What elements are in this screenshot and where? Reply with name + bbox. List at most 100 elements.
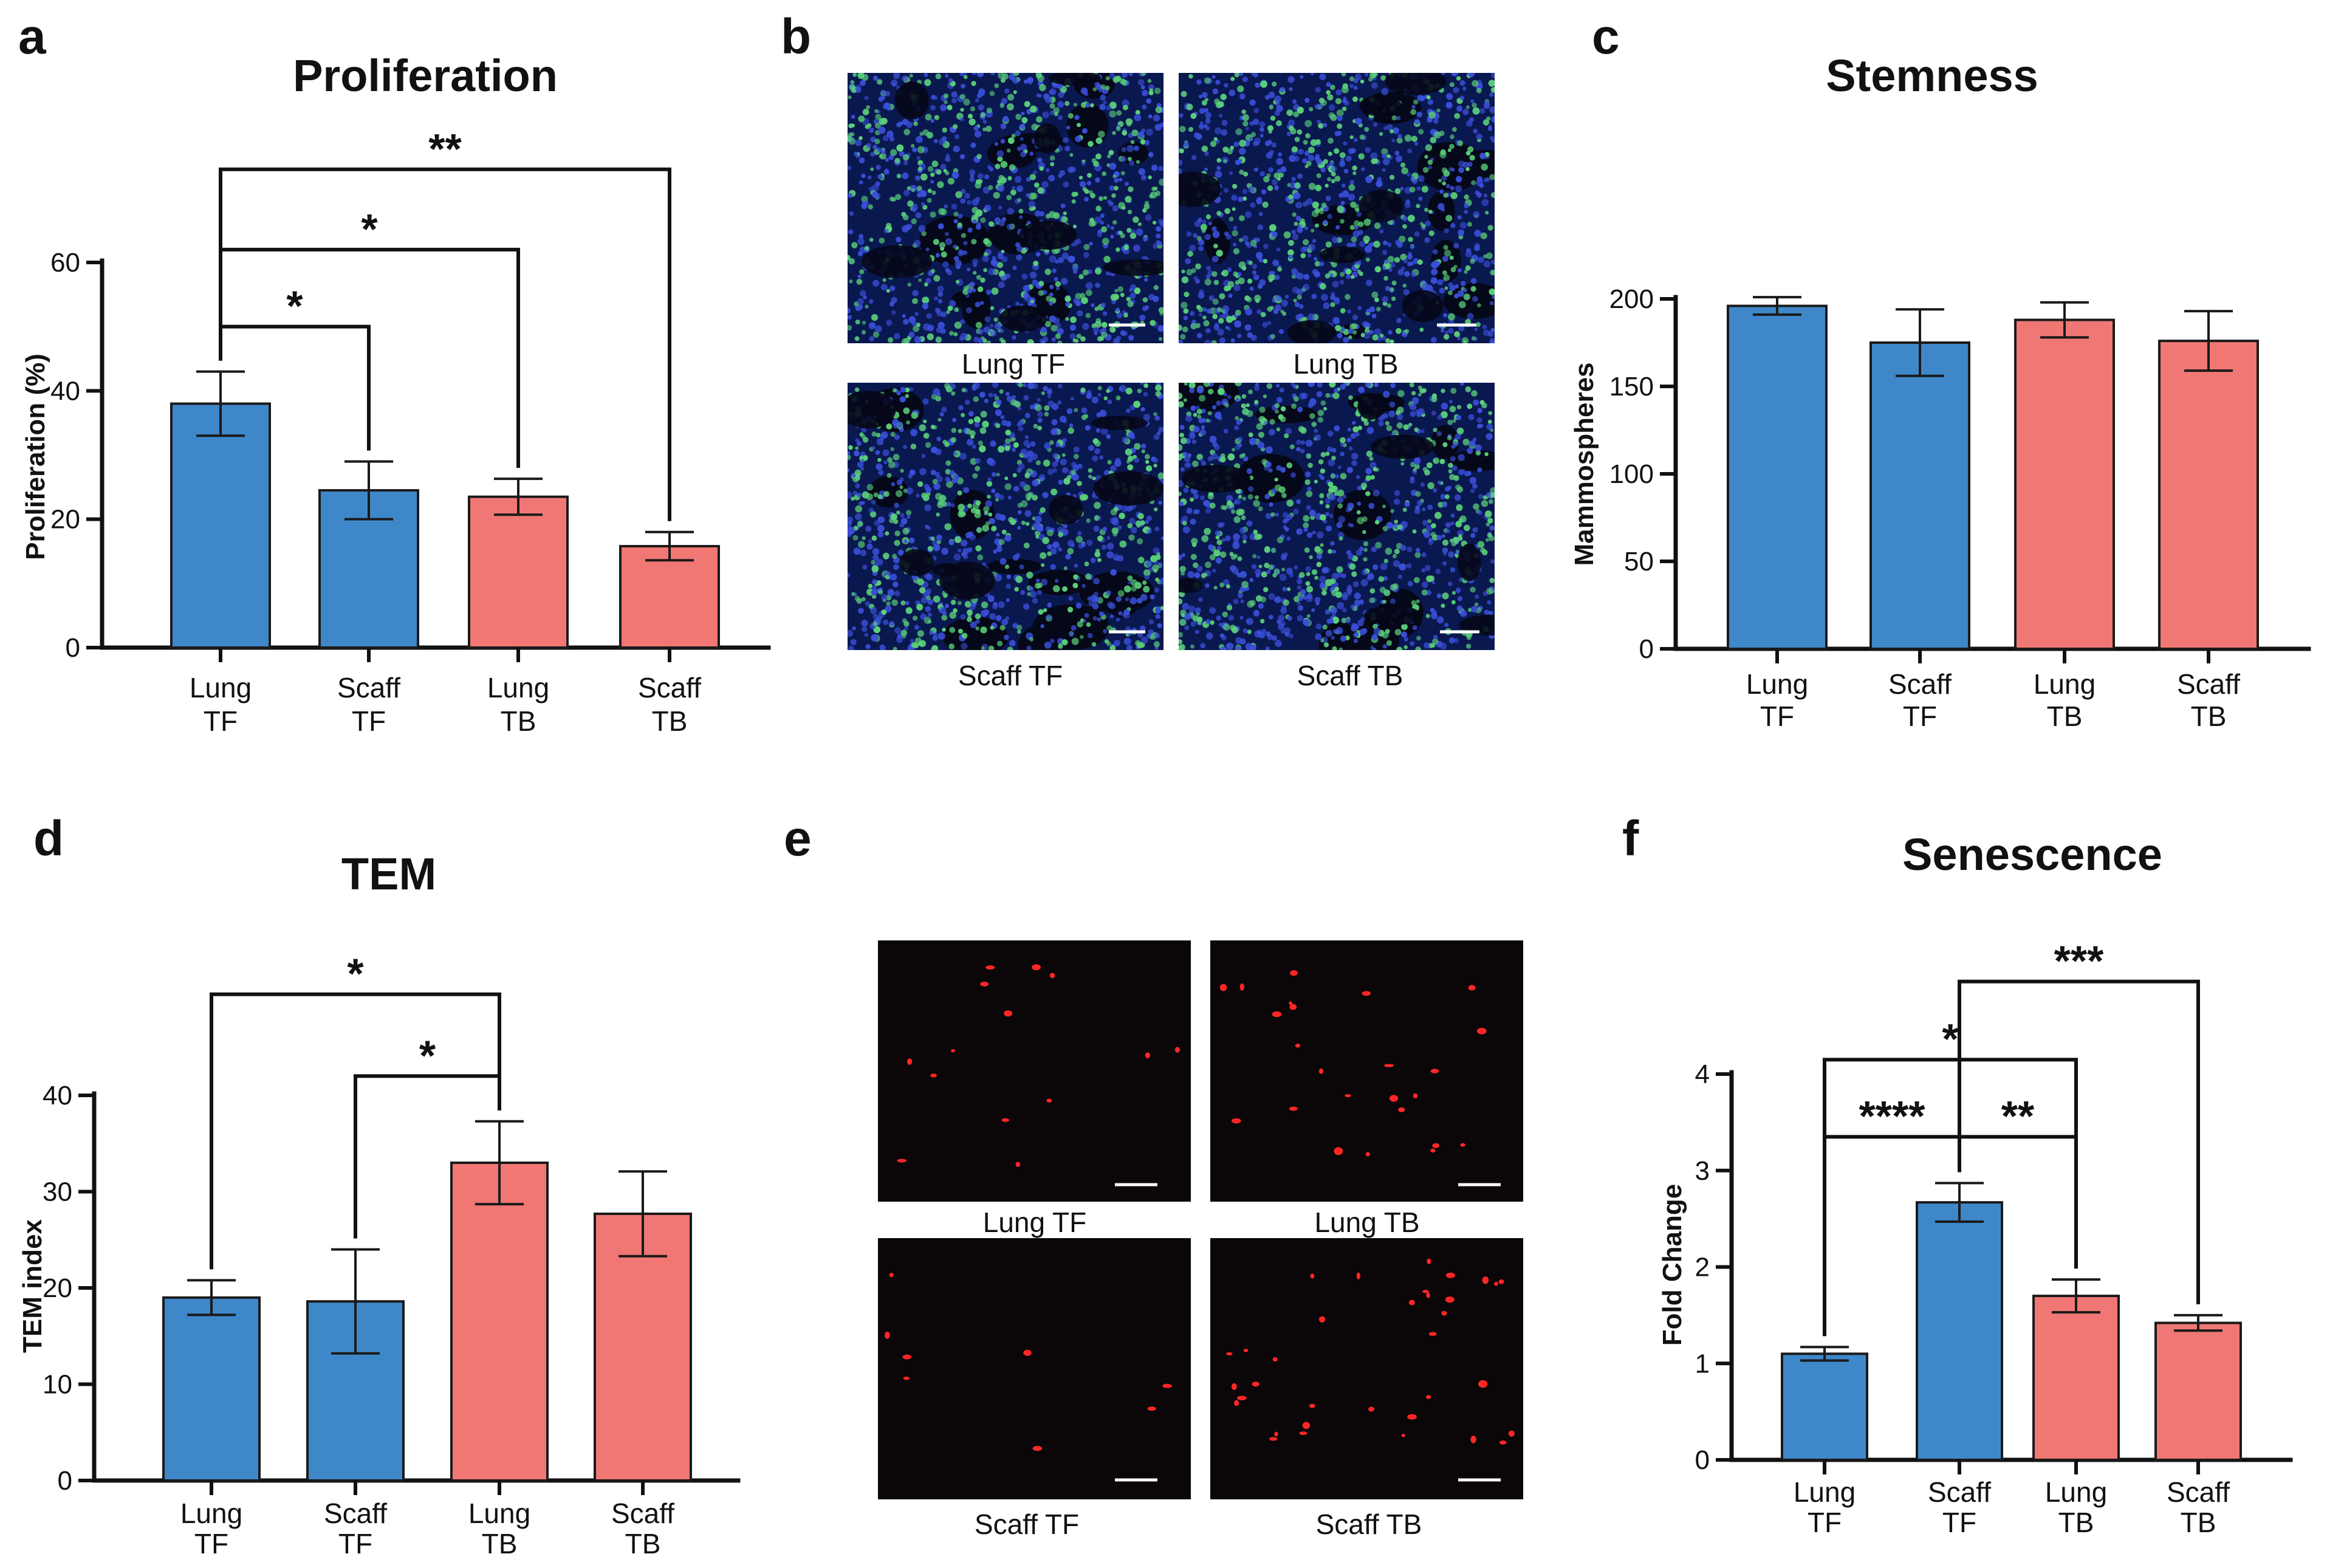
cell-dot — [1037, 157, 1043, 163]
cell-dot — [1272, 231, 1278, 238]
cell-dot — [1092, 616, 1097, 621]
cell-dot — [1018, 419, 1024, 426]
cell-dot — [1129, 160, 1135, 166]
cell-dot — [1293, 508, 1299, 515]
cell-dot — [878, 470, 884, 476]
cell-dot — [1436, 108, 1441, 112]
cell-dot — [1280, 416, 1286, 422]
cell-dot — [1252, 554, 1257, 559]
cell-dot — [1338, 532, 1345, 538]
cell-dot — [1299, 392, 1306, 400]
cell-dot — [1476, 322, 1481, 327]
cell-dot — [970, 142, 976, 148]
cell-dot — [1088, 600, 1095, 607]
cell-dot — [1072, 473, 1079, 481]
cell-dot — [1410, 478, 1415, 484]
cell-dot — [1253, 610, 1259, 617]
cell-dot — [1042, 336, 1049, 343]
cell-dot — [1142, 89, 1148, 97]
cell-dot — [1434, 512, 1442, 519]
void-region — [919, 215, 990, 265]
cell-dot — [911, 642, 917, 648]
cell-dot — [1044, 442, 1051, 450]
cell-dot — [957, 222, 962, 228]
cell-dot — [903, 539, 908, 544]
cell-layer — [848, 73, 1164, 343]
cell-dot — [1338, 193, 1344, 198]
cell-dot — [872, 75, 879, 81]
cell-dot — [944, 603, 950, 609]
cell-dot — [917, 630, 924, 637]
cell-dot — [973, 271, 977, 275]
cell-dot — [1297, 295, 1302, 300]
cell-dot — [1332, 646, 1337, 650]
cell-dot — [1235, 128, 1242, 135]
cell-dot — [927, 188, 932, 193]
cell-dot — [1195, 405, 1200, 410]
cell-dot — [1142, 104, 1147, 110]
cell-dot — [1072, 265, 1079, 272]
cell-dot — [1183, 308, 1189, 314]
cell-dot — [1127, 523, 1133, 529]
cell-dot — [1369, 456, 1374, 461]
cell-dot — [996, 533, 1000, 537]
cell-dot — [1095, 428, 1101, 433]
cell-dot — [1130, 140, 1135, 144]
cell-dot — [988, 645, 995, 650]
cell-dot — [972, 385, 977, 391]
cell-dot — [1191, 538, 1198, 545]
x-tick-label: TB — [2047, 700, 2083, 732]
red-cell — [1407, 1414, 1417, 1420]
cell-dot — [927, 612, 932, 617]
cell-dot — [1227, 453, 1235, 461]
cell-dot — [1212, 441, 1218, 447]
cell-dot — [1357, 425, 1363, 431]
cell-dot — [1378, 576, 1385, 582]
cell-dot — [1331, 448, 1337, 453]
cell-dot — [989, 613, 996, 620]
cell-dot — [1257, 442, 1264, 449]
cell-dot — [1347, 428, 1352, 432]
cell-dot — [1012, 77, 1019, 84]
cell-dot — [1012, 73, 1020, 77]
cell-dot — [855, 446, 859, 450]
panel-letter-a: a — [18, 9, 47, 64]
cell-dot — [992, 383, 999, 388]
cell-dot — [908, 331, 915, 338]
cell-dot — [1194, 278, 1201, 284]
cell-dot — [858, 541, 865, 549]
cell-dot — [1086, 518, 1091, 523]
cell-dot — [1413, 99, 1419, 105]
cell-dot — [1272, 259, 1280, 267]
cell-dot — [1187, 250, 1193, 257]
cell-dot — [1442, 547, 1448, 553]
cell-dot — [877, 174, 883, 179]
cell-dot — [1320, 514, 1326, 521]
cell-dot — [886, 289, 890, 293]
cell-dot — [1240, 599, 1244, 603]
cell-dot — [1417, 175, 1425, 182]
cell-dot — [1154, 587, 1160, 593]
cell-dot — [1097, 558, 1102, 563]
cell-dot — [1161, 536, 1164, 541]
y-tick-label: 2 — [1695, 1253, 1710, 1282]
chart-panel-a: a Proliferation Proliferation (%) 020406… — [18, 9, 771, 737]
cell-dot — [1116, 312, 1123, 319]
cell-dot — [1146, 560, 1153, 567]
cell-dot — [1070, 316, 1077, 323]
cell-dot — [1402, 283, 1407, 288]
cell-dot — [1156, 233, 1161, 239]
red-cell — [1232, 1118, 1241, 1124]
cell-dot — [1449, 255, 1454, 260]
cell-dot — [1243, 171, 1249, 177]
void-region — [1357, 392, 1385, 420]
cell-dot — [1184, 292, 1190, 298]
cell-dot — [1359, 599, 1364, 605]
cell-dot — [1304, 226, 1309, 231]
cell-dot — [1179, 113, 1184, 118]
cell-dot — [1125, 196, 1132, 203]
cell-dot — [1059, 416, 1067, 423]
cell-dot — [892, 553, 897, 559]
cell-dot — [1447, 313, 1455, 321]
image-panel-b: b Lung TF Lung TB Scaff TF Scaff TB — [781, 9, 1495, 691]
